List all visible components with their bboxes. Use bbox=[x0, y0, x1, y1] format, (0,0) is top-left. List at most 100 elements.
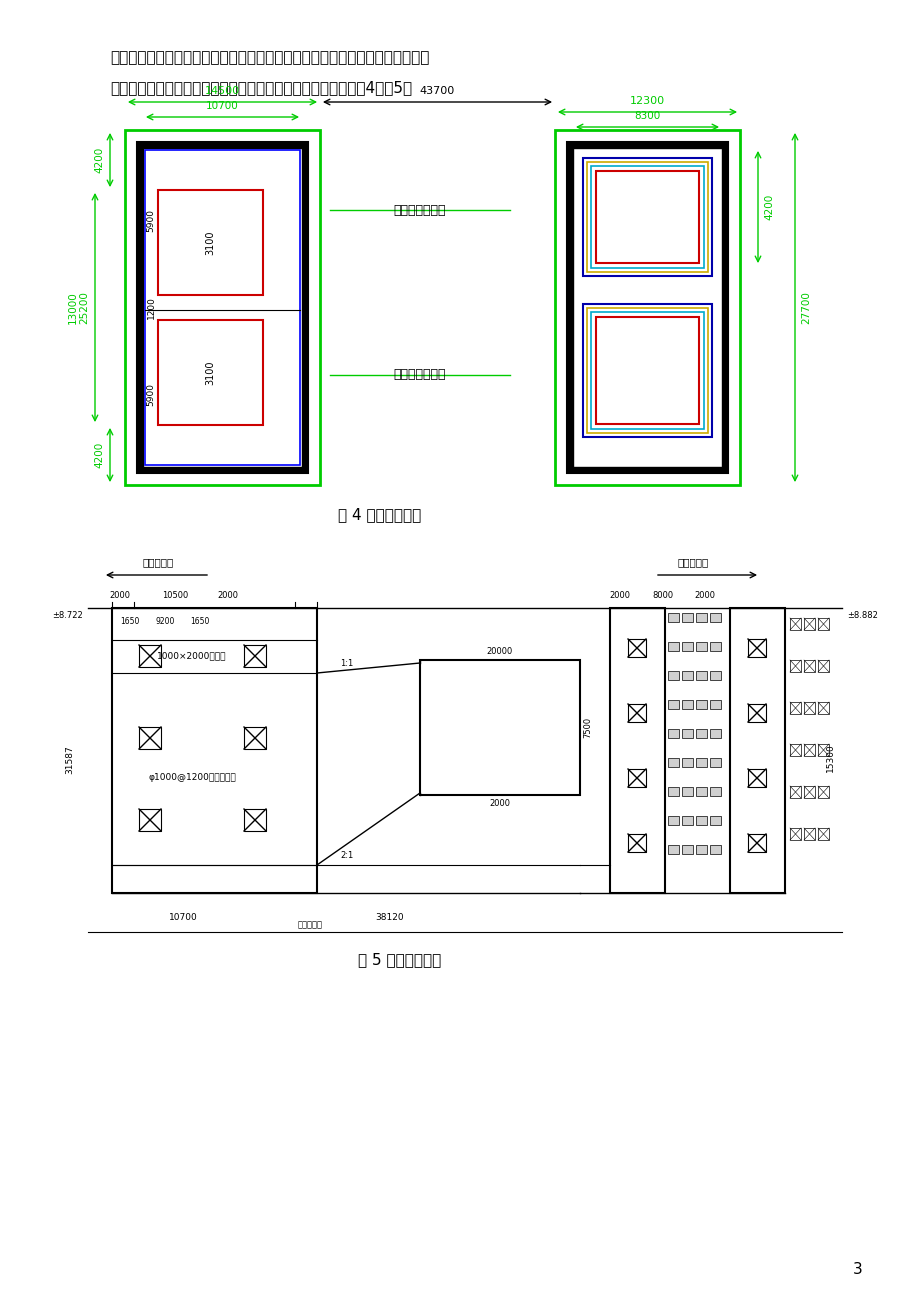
Bar bbox=[709, 671, 720, 680]
Bar bbox=[420, 660, 579, 796]
Bar bbox=[583, 158, 711, 276]
Bar bbox=[681, 642, 692, 651]
Bar bbox=[681, 729, 692, 738]
Text: 20000: 20000 bbox=[486, 647, 513, 656]
Bar bbox=[609, 608, 664, 893]
Bar bbox=[709, 845, 720, 854]
Text: 3100: 3100 bbox=[205, 230, 215, 255]
Bar bbox=[244, 644, 266, 667]
Bar bbox=[566, 142, 727, 473]
Bar bbox=[709, 758, 720, 767]
Text: 新庄站方向: 新庄站方向 bbox=[676, 557, 708, 566]
Bar bbox=[139, 644, 161, 667]
Bar bbox=[729, 608, 784, 893]
Bar bbox=[586, 309, 708, 434]
Bar bbox=[681, 700, 692, 710]
Bar bbox=[803, 618, 814, 630]
Text: 12300: 12300 bbox=[630, 96, 664, 105]
Text: 3100: 3100 bbox=[205, 361, 215, 385]
Text: 3: 3 bbox=[852, 1263, 862, 1277]
Text: ±8.722: ±8.722 bbox=[52, 612, 83, 621]
Text: φ1000@1200钻孔灌注桩: φ1000@1200钻孔灌注桩 bbox=[148, 773, 235, 783]
Bar bbox=[747, 835, 766, 852]
Text: 15300: 15300 bbox=[824, 743, 834, 772]
Text: 5900: 5900 bbox=[146, 384, 155, 406]
Bar bbox=[803, 660, 814, 672]
Bar bbox=[573, 148, 721, 467]
Text: 13000: 13000 bbox=[68, 292, 78, 324]
Bar bbox=[696, 642, 706, 651]
Bar bbox=[667, 845, 678, 854]
Text: 2000: 2000 bbox=[217, 591, 238, 600]
Bar bbox=[112, 608, 317, 893]
Text: 10500: 10500 bbox=[162, 591, 187, 600]
Bar bbox=[667, 671, 678, 680]
Text: 4200: 4200 bbox=[763, 194, 773, 220]
Bar bbox=[596, 316, 698, 424]
Text: 7500: 7500 bbox=[583, 717, 592, 738]
Text: 左线隧道中心线: 左线隧道中心线 bbox=[393, 368, 446, 381]
Text: 图 5 始发竖井立面: 图 5 始发竖井立面 bbox=[358, 953, 441, 967]
Text: 个竖井的施工。靠近新庄站一侧（东侧）建一个大的竖井，靠南京站站（西侧）: 个竖井的施工。靠近新庄站一侧（东侧）建一个大的竖井，靠南京站站（西侧） bbox=[110, 51, 429, 65]
Text: 1000×2000吊框架: 1000×2000吊框架 bbox=[157, 651, 226, 660]
Bar bbox=[747, 704, 766, 723]
Bar bbox=[709, 700, 720, 710]
Bar bbox=[139, 727, 161, 749]
Bar bbox=[158, 320, 263, 424]
Bar bbox=[142, 148, 301, 467]
Bar bbox=[803, 828, 814, 840]
Bar bbox=[137, 142, 308, 473]
Bar bbox=[628, 704, 645, 723]
Bar bbox=[628, 835, 645, 852]
Bar bbox=[244, 727, 266, 749]
Bar bbox=[747, 769, 766, 786]
Bar bbox=[681, 845, 692, 854]
Text: 2000: 2000 bbox=[109, 591, 130, 600]
Bar bbox=[681, 758, 692, 767]
Bar bbox=[667, 613, 678, 622]
Bar bbox=[158, 190, 263, 296]
Bar bbox=[709, 613, 720, 622]
Bar bbox=[681, 671, 692, 680]
Bar bbox=[789, 743, 800, 756]
Text: 图 4 始发竖井平面: 图 4 始发竖井平面 bbox=[338, 508, 421, 522]
Bar bbox=[709, 729, 720, 738]
Bar bbox=[789, 702, 800, 713]
Text: 2:1: 2:1 bbox=[340, 850, 353, 859]
Text: 2000: 2000 bbox=[489, 798, 510, 807]
Bar bbox=[696, 758, 706, 767]
Text: 建两个小的竖井，中间部分通过矿山法隧道连接。具体形式见图4、图5。: 建两个小的竖井，中间部分通过矿山法隧道连接。具体形式见图4、图5。 bbox=[110, 81, 412, 95]
Bar bbox=[628, 639, 645, 658]
Bar bbox=[125, 130, 320, 486]
Text: 4200: 4200 bbox=[94, 147, 104, 173]
Bar bbox=[803, 702, 814, 713]
Text: 43700: 43700 bbox=[419, 86, 455, 96]
Text: 27700: 27700 bbox=[800, 292, 811, 324]
Bar bbox=[667, 642, 678, 651]
Bar bbox=[696, 700, 706, 710]
Text: 4200: 4200 bbox=[94, 441, 104, 469]
Bar bbox=[696, 613, 706, 622]
Bar bbox=[709, 786, 720, 796]
Bar bbox=[789, 786, 800, 798]
Text: ±8.882: ±8.882 bbox=[846, 612, 877, 621]
Text: 9200: 9200 bbox=[155, 617, 175, 626]
Bar bbox=[817, 618, 828, 630]
Bar bbox=[789, 660, 800, 672]
Text: 1:1: 1:1 bbox=[340, 659, 353, 668]
Bar bbox=[667, 786, 678, 796]
Text: 2000: 2000 bbox=[608, 591, 630, 600]
Text: 1650: 1650 bbox=[190, 617, 210, 626]
Bar bbox=[554, 130, 739, 486]
Bar bbox=[789, 618, 800, 630]
Text: 2000: 2000 bbox=[694, 591, 715, 600]
Bar bbox=[817, 743, 828, 756]
Bar bbox=[667, 758, 678, 767]
Bar bbox=[709, 642, 720, 651]
Text: 25200: 25200 bbox=[79, 292, 89, 324]
Bar bbox=[139, 809, 161, 831]
Bar bbox=[681, 786, 692, 796]
Bar bbox=[586, 161, 708, 272]
Text: 右线隧道中心线: 右线隧道中心线 bbox=[393, 203, 446, 216]
Bar bbox=[590, 312, 703, 428]
